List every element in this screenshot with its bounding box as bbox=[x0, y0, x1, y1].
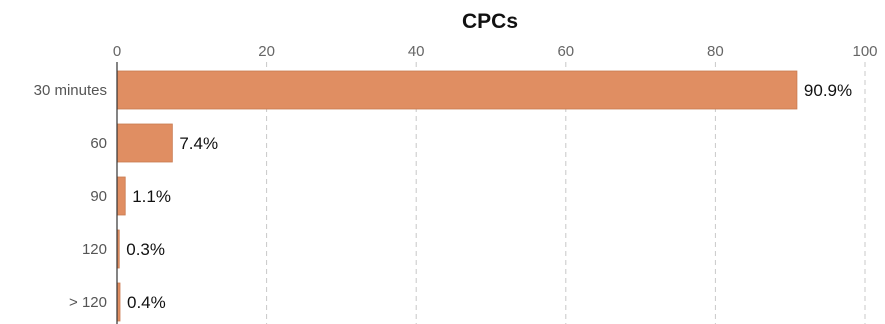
category-label-1: 60 bbox=[90, 135, 107, 152]
data-label-1: 7.4% bbox=[179, 134, 218, 153]
category-label-4: > 120 bbox=[69, 294, 107, 311]
bar-1 bbox=[116, 123, 173, 163]
data-label-3: 0.3% bbox=[126, 240, 165, 259]
x-tick-label-0: 0 bbox=[113, 43, 121, 60]
bar-2 bbox=[116, 176, 126, 216]
data-label-4: 0.4% bbox=[127, 293, 166, 312]
category-label-2: 90 bbox=[90, 188, 107, 205]
chart-title: CPCs bbox=[462, 10, 518, 33]
x-tick-label-60: 60 bbox=[557, 43, 574, 60]
bar-0 bbox=[116, 70, 798, 110]
x-tick-label-80: 80 bbox=[707, 43, 724, 60]
category-labels: 30 minutes 60 90 120 > 120 bbox=[34, 82, 107, 311]
bars bbox=[116, 70, 798, 322]
category-label-3: 120 bbox=[82, 241, 107, 258]
x-tick-label-20: 20 bbox=[258, 43, 275, 60]
x-tick-label-40: 40 bbox=[408, 43, 425, 60]
x-tick-label-100: 100 bbox=[852, 43, 877, 60]
data-labels: 90.9% 7.4% 1.1% 0.3% 0.4% bbox=[126, 81, 852, 312]
x-axis-ticks: 0 20 40 60 80 100 bbox=[113, 43, 878, 60]
grid bbox=[266, 62, 866, 324]
data-label-2: 1.1% bbox=[132, 187, 171, 206]
data-label-0: 90.9% bbox=[804, 81, 852, 100]
category-label-0: 30 minutes bbox=[34, 82, 107, 99]
